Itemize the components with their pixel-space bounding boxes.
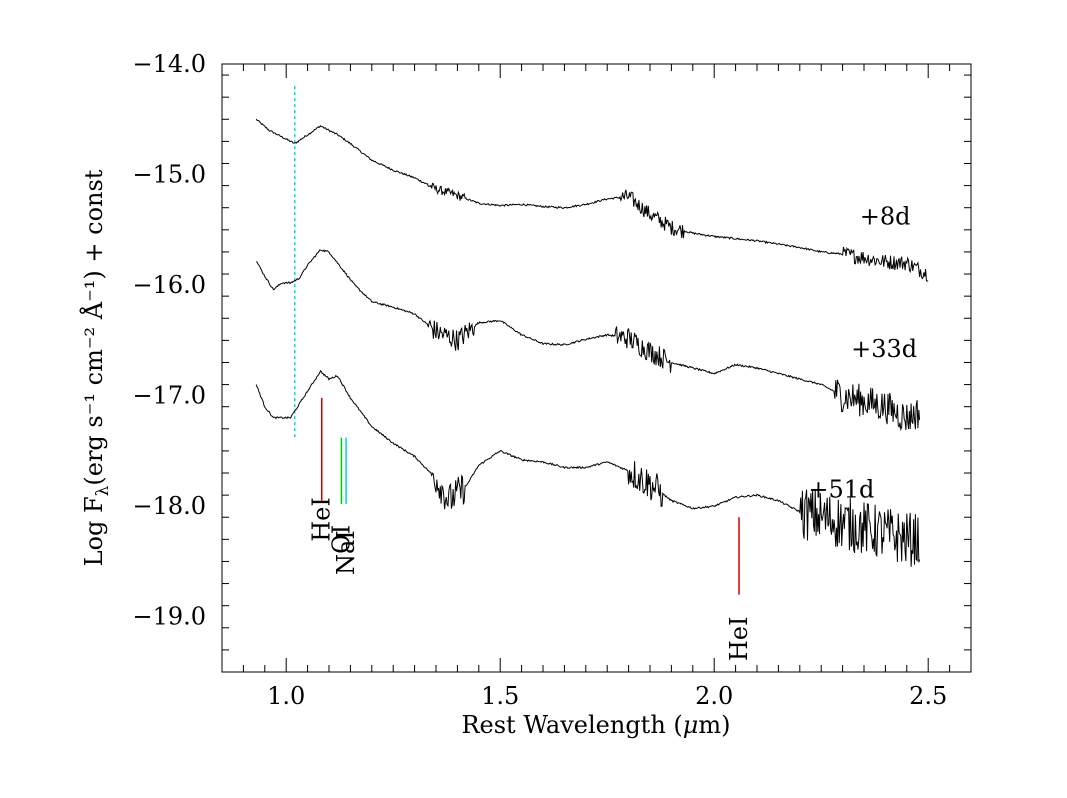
y-tick-label: −15.0 (132, 161, 206, 189)
axes-layer: 1.0 1.5 2.0 2.5 −14.0 −15.0 −16.0 −17.0 −18.0 −19… (132, 50, 972, 710)
y-tick-label: −14.0 (132, 50, 206, 78)
series-label: +33d (851, 335, 917, 363)
y-axis-label: Log Fλ(erg s⁻¹ cm⁻² Å⁻¹) + const (79, 169, 113, 566)
line-id-label: NaI (332, 530, 360, 575)
series-line (255, 118, 929, 282)
x-axis-label: Rest Wavelength (μm) (461, 711, 730, 739)
y-tick-label: −19.0 (132, 603, 206, 631)
x-tick-label: 2.5 (909, 682, 947, 710)
series-line (255, 369, 921, 567)
line-id-label: OI (327, 525, 355, 554)
y-tick-label: −17.0 (132, 382, 206, 410)
x-tick-label: 1.5 (481, 682, 519, 710)
series-label: +51d (808, 475, 874, 503)
series-label: +8d (860, 202, 911, 230)
series-line (255, 249, 921, 432)
x-tick-label: 1.0 (267, 682, 305, 710)
y-tick-label: −18.0 (132, 492, 206, 520)
x-tick-label: 2.0 (695, 682, 733, 710)
line-id-label: HeI (308, 497, 336, 542)
line-id-label: HeI (725, 617, 753, 662)
y-tick-label: −16.0 (132, 271, 206, 299)
plot-frame (221, 63, 972, 673)
series-layer (255, 118, 929, 567)
